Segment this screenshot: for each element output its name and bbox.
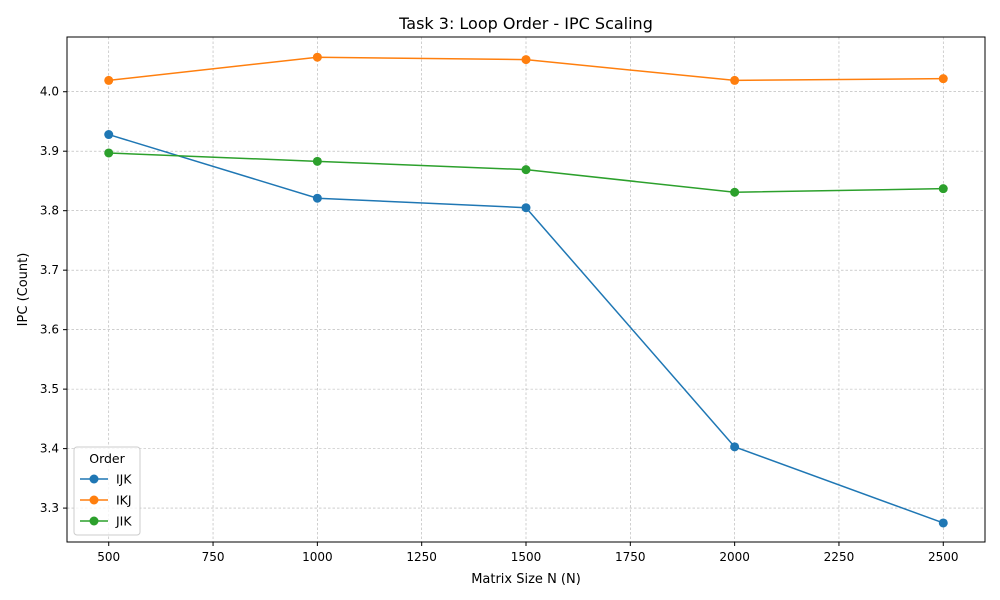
x-tick-label: 500 xyxy=(97,550,120,564)
y-tick-label: 3.7 xyxy=(40,263,59,277)
data-point-ikj xyxy=(938,74,948,84)
legend-marker-ijk xyxy=(89,474,99,484)
y-tick-label: 3.3 xyxy=(40,501,59,515)
y-tick-label: 3.6 xyxy=(40,323,59,337)
x-tick-label: 2000 xyxy=(719,550,750,564)
data-point-jik xyxy=(104,148,114,158)
data-point-jik xyxy=(521,165,531,175)
data-point-ijk xyxy=(521,203,531,213)
chart-title: Task 3: Loop Order - IPC Scaling xyxy=(398,14,653,33)
legend-label-ikj: IKJ xyxy=(116,493,132,508)
y-tick-label: 3.9 xyxy=(40,144,59,158)
legend-item-ijk: IJK xyxy=(80,472,132,487)
series-ikj xyxy=(104,52,948,85)
data-point-jik xyxy=(730,187,740,197)
y-tick-label: 3.5 xyxy=(40,382,59,396)
legend-marker-ikj xyxy=(89,495,99,505)
y-axis: 3.3 3.4 3.5 3.6 3.7 3.8 3.9 4.0 xyxy=(40,85,67,515)
x-axis-label: Matrix Size N (N) xyxy=(471,572,581,587)
y-tick-label: 4.0 xyxy=(40,85,59,99)
legend-item-ikj: IKJ xyxy=(80,493,132,508)
legend: Order IJK IKJ JIK xyxy=(73,446,141,536)
data-point-jik xyxy=(312,156,322,166)
x-axis: 500 750 1000 1250 1500 1750 2000 2250 2500 xyxy=(97,542,959,564)
series-lines xyxy=(104,52,948,528)
series-jik xyxy=(104,148,948,197)
legend-item-jik: JIK xyxy=(80,514,132,529)
legend-label-jik: JIK xyxy=(115,514,132,529)
y-tick-label: 3.8 xyxy=(40,204,59,218)
y-axis-label: IPC (Count) xyxy=(16,253,31,327)
y-tick-label: 3.4 xyxy=(40,442,59,456)
data-point-ijk xyxy=(938,518,948,528)
x-tick-label: 1000 xyxy=(302,550,333,564)
x-tick-label: 1500 xyxy=(511,550,542,564)
data-point-ikj xyxy=(312,52,322,62)
data-point-ikj xyxy=(730,75,740,85)
data-point-ijk xyxy=(104,130,114,140)
x-tick-label: 1750 xyxy=(615,550,646,564)
legend-title: Order xyxy=(89,451,125,466)
legend-label-ijk: IJK xyxy=(116,472,132,487)
grid xyxy=(67,37,985,542)
x-tick-label: 1250 xyxy=(406,550,437,564)
x-tick-label: 750 xyxy=(202,550,225,564)
data-point-ijk xyxy=(730,442,740,452)
x-tick-label: 2500 xyxy=(928,550,959,564)
data-point-ikj xyxy=(104,75,114,85)
series-ijk xyxy=(104,130,948,528)
data-point-ijk xyxy=(312,193,322,203)
legend-marker-jik xyxy=(89,516,99,526)
data-point-ikj xyxy=(521,55,531,65)
data-point-jik xyxy=(938,184,948,194)
legend-box xyxy=(73,446,141,536)
x-tick-label: 2250 xyxy=(824,550,855,564)
